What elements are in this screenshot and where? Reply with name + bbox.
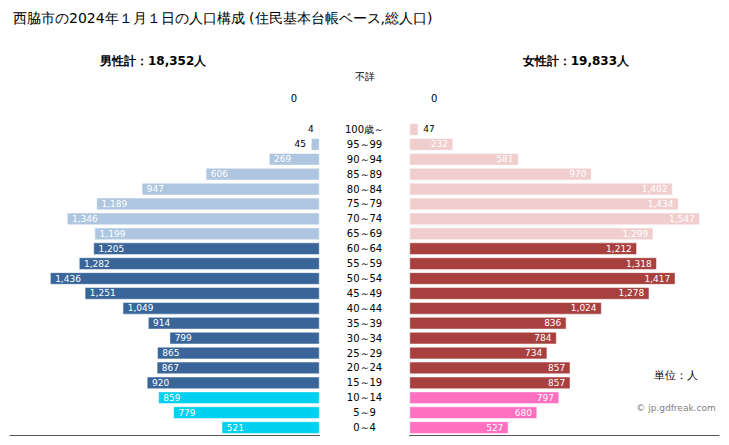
svg-text:15～19: 15～19 [347,377,382,388]
svg-text:20～24: 20～24 [347,362,382,373]
svg-text:947: 947 [147,184,164,194]
svg-text:1,278: 1,278 [618,288,644,298]
svg-text:1,205: 1,205 [98,244,124,254]
svg-text:女性計：19,833人: 女性計：19,833人 [522,54,630,68]
svg-text:799: 799 [175,333,192,343]
svg-text:100歳～: 100歳～ [345,124,384,135]
svg-text:269: 269 [274,154,291,164]
svg-text:45: 45 [295,139,306,149]
svg-text:90～94: 90～94 [347,154,382,165]
svg-text:680: 680 [515,408,532,418]
svg-text:5～9: 5～9 [353,407,376,418]
svg-text:75～79: 75～79 [347,198,382,209]
svg-text:865: 865 [162,348,179,358]
svg-text:867: 867 [162,363,179,373]
svg-text:65～69: 65～69 [347,228,382,239]
svg-text:859: 859 [163,393,180,403]
svg-text:1,417: 1,417 [645,274,671,284]
svg-text:95～99: 95～99 [347,139,382,150]
svg-text:836: 836 [544,318,561,328]
svg-text:1,199: 1,199 [100,229,126,239]
svg-text:30～34: 30～34 [347,333,382,344]
svg-text:1,434: 1,434 [648,199,674,209]
svg-text:47: 47 [423,124,434,134]
svg-text:734: 734 [525,348,542,358]
svg-text:1,346: 1,346 [72,214,98,224]
svg-text:1,189: 1,189 [101,199,127,209]
svg-text:45～49: 45～49 [347,288,382,299]
svg-text:70～74: 70～74 [347,213,382,224]
svg-text:4: 4 [308,124,314,134]
svg-text:0: 0 [291,93,297,104]
svg-text:55～59: 55～59 [347,258,382,269]
svg-text:単位：人: 単位：人 [654,369,698,382]
svg-text:797: 797 [537,393,554,403]
svg-text:0～4: 0～4 [353,422,376,433]
svg-text:50～54: 50～54 [347,273,382,284]
svg-text:10～14: 10～14 [347,392,382,403]
svg-text:1,049: 1,049 [128,303,154,313]
svg-text:1,024: 1,024 [571,303,597,313]
svg-text:35～39: 35～39 [347,318,382,329]
svg-text:0: 0 [431,93,437,104]
svg-text:914: 914 [153,318,170,328]
svg-text:1,436: 1,436 [55,274,81,284]
svg-text:80～84: 80～84 [347,184,382,195]
svg-text:857: 857 [548,363,565,373]
svg-text:© jp.gdfreak.com: © jp.gdfreak.com [636,403,715,413]
svg-text:527: 527 [486,423,503,433]
svg-text:779: 779 [178,408,195,418]
svg-text:男性計：18,352人: 男性計：18,352人 [99,54,207,68]
svg-text:521: 521 [227,423,244,433]
svg-text:1,212: 1,212 [606,244,632,254]
svg-text:1,402: 1,402 [642,184,668,194]
svg-text:1,318: 1,318 [626,259,652,269]
svg-text:920: 920 [152,378,169,388]
svg-text:784: 784 [534,333,551,343]
svg-text:232: 232 [431,139,448,149]
svg-text:西脇市の2024年１月１日の人口構成 (住民基本台帳ベース,: 西脇市の2024年１月１日の人口構成 (住民基本台帳ベース,総人口) [13,10,432,26]
svg-text:1,299: 1,299 [622,229,648,239]
svg-text:25～29: 25～29 [347,348,382,359]
svg-text:1,251: 1,251 [90,288,116,298]
svg-text:1,282: 1,282 [84,259,110,269]
svg-text:857: 857 [548,378,565,388]
svg-text:1,547: 1,547 [669,214,695,224]
svg-text:40～44: 40～44 [347,303,382,314]
svg-text:85～89: 85～89 [347,169,382,180]
svg-text:60～64: 60～64 [347,243,382,254]
svg-text:不詳: 不詳 [355,71,375,82]
svg-text:970: 970 [569,169,586,179]
svg-text:581: 581 [496,154,513,164]
svg-text:606: 606 [211,169,228,179]
